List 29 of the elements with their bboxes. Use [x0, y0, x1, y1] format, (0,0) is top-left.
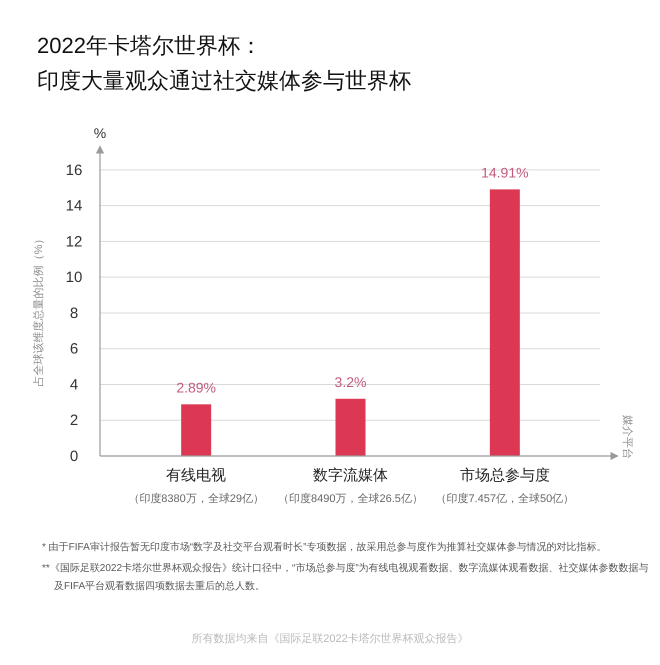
text: （印度7.457亿，全球50亿） [435, 492, 574, 505]
y-tick-label: 12 [66, 233, 82, 250]
chart-title: 2022年卡塔尔世界杯： [37, 32, 263, 60]
data-label: 3.2% [334, 374, 366, 390]
y-tick-label: 6 [70, 340, 78, 358]
bar [490, 189, 520, 456]
data-label: 2.89% [176, 379, 216, 396]
y-tick-label: 14 [66, 198, 82, 215]
y-axis-title: 占全球该维度总量的比例（%） [32, 234, 45, 386]
text: **《国际足联2022卡塔尔世界杯观众报告》统计口径中，“市场总参与度”为有线电视观看数据、数字流媒体观看数据、社交媒体参数数据与及FIFA平台观看数据四项数据去重后的总人数。 [42, 562, 650, 594]
y-tick-label: 10 [66, 269, 82, 286]
text: （印度8490万，全球26.5亿） [278, 492, 423, 505]
x-tick-label: 市场总参与度 [460, 467, 550, 484]
bar [181, 404, 212, 456]
x-tick-label: 有线电视 [166, 467, 226, 484]
text: （印度8380万，全球29亿） [128, 492, 264, 505]
y-tick-label: 0 [70, 448, 78, 465]
bar [336, 398, 366, 456]
x-tick-label: 数字流媒体 [313, 467, 388, 484]
data-label: 14.91% [481, 164, 529, 180]
text: % [94, 125, 106, 141]
chart-subtitle: 印度大量观众通过社交媒体参与世界杯 [37, 67, 411, 95]
y-tick-label: 4 [70, 376, 78, 394]
y-tick-label: 8 [70, 304, 78, 322]
text: * 由于FIFA审计报告暂无印度市场“数字及社交平台观看时长”专项数据，故采用总参与度作为推算社交媒体参与情况的对比指标。 [42, 540, 608, 555]
y-tick-label: 16 [66, 162, 82, 179]
text: 媒介平台 [621, 415, 634, 459]
text: 所有数据均来自《国际足联2022卡塔尔世界杯观众报告》 [190, 632, 470, 646]
y-tick-label: 2 [70, 412, 78, 430]
